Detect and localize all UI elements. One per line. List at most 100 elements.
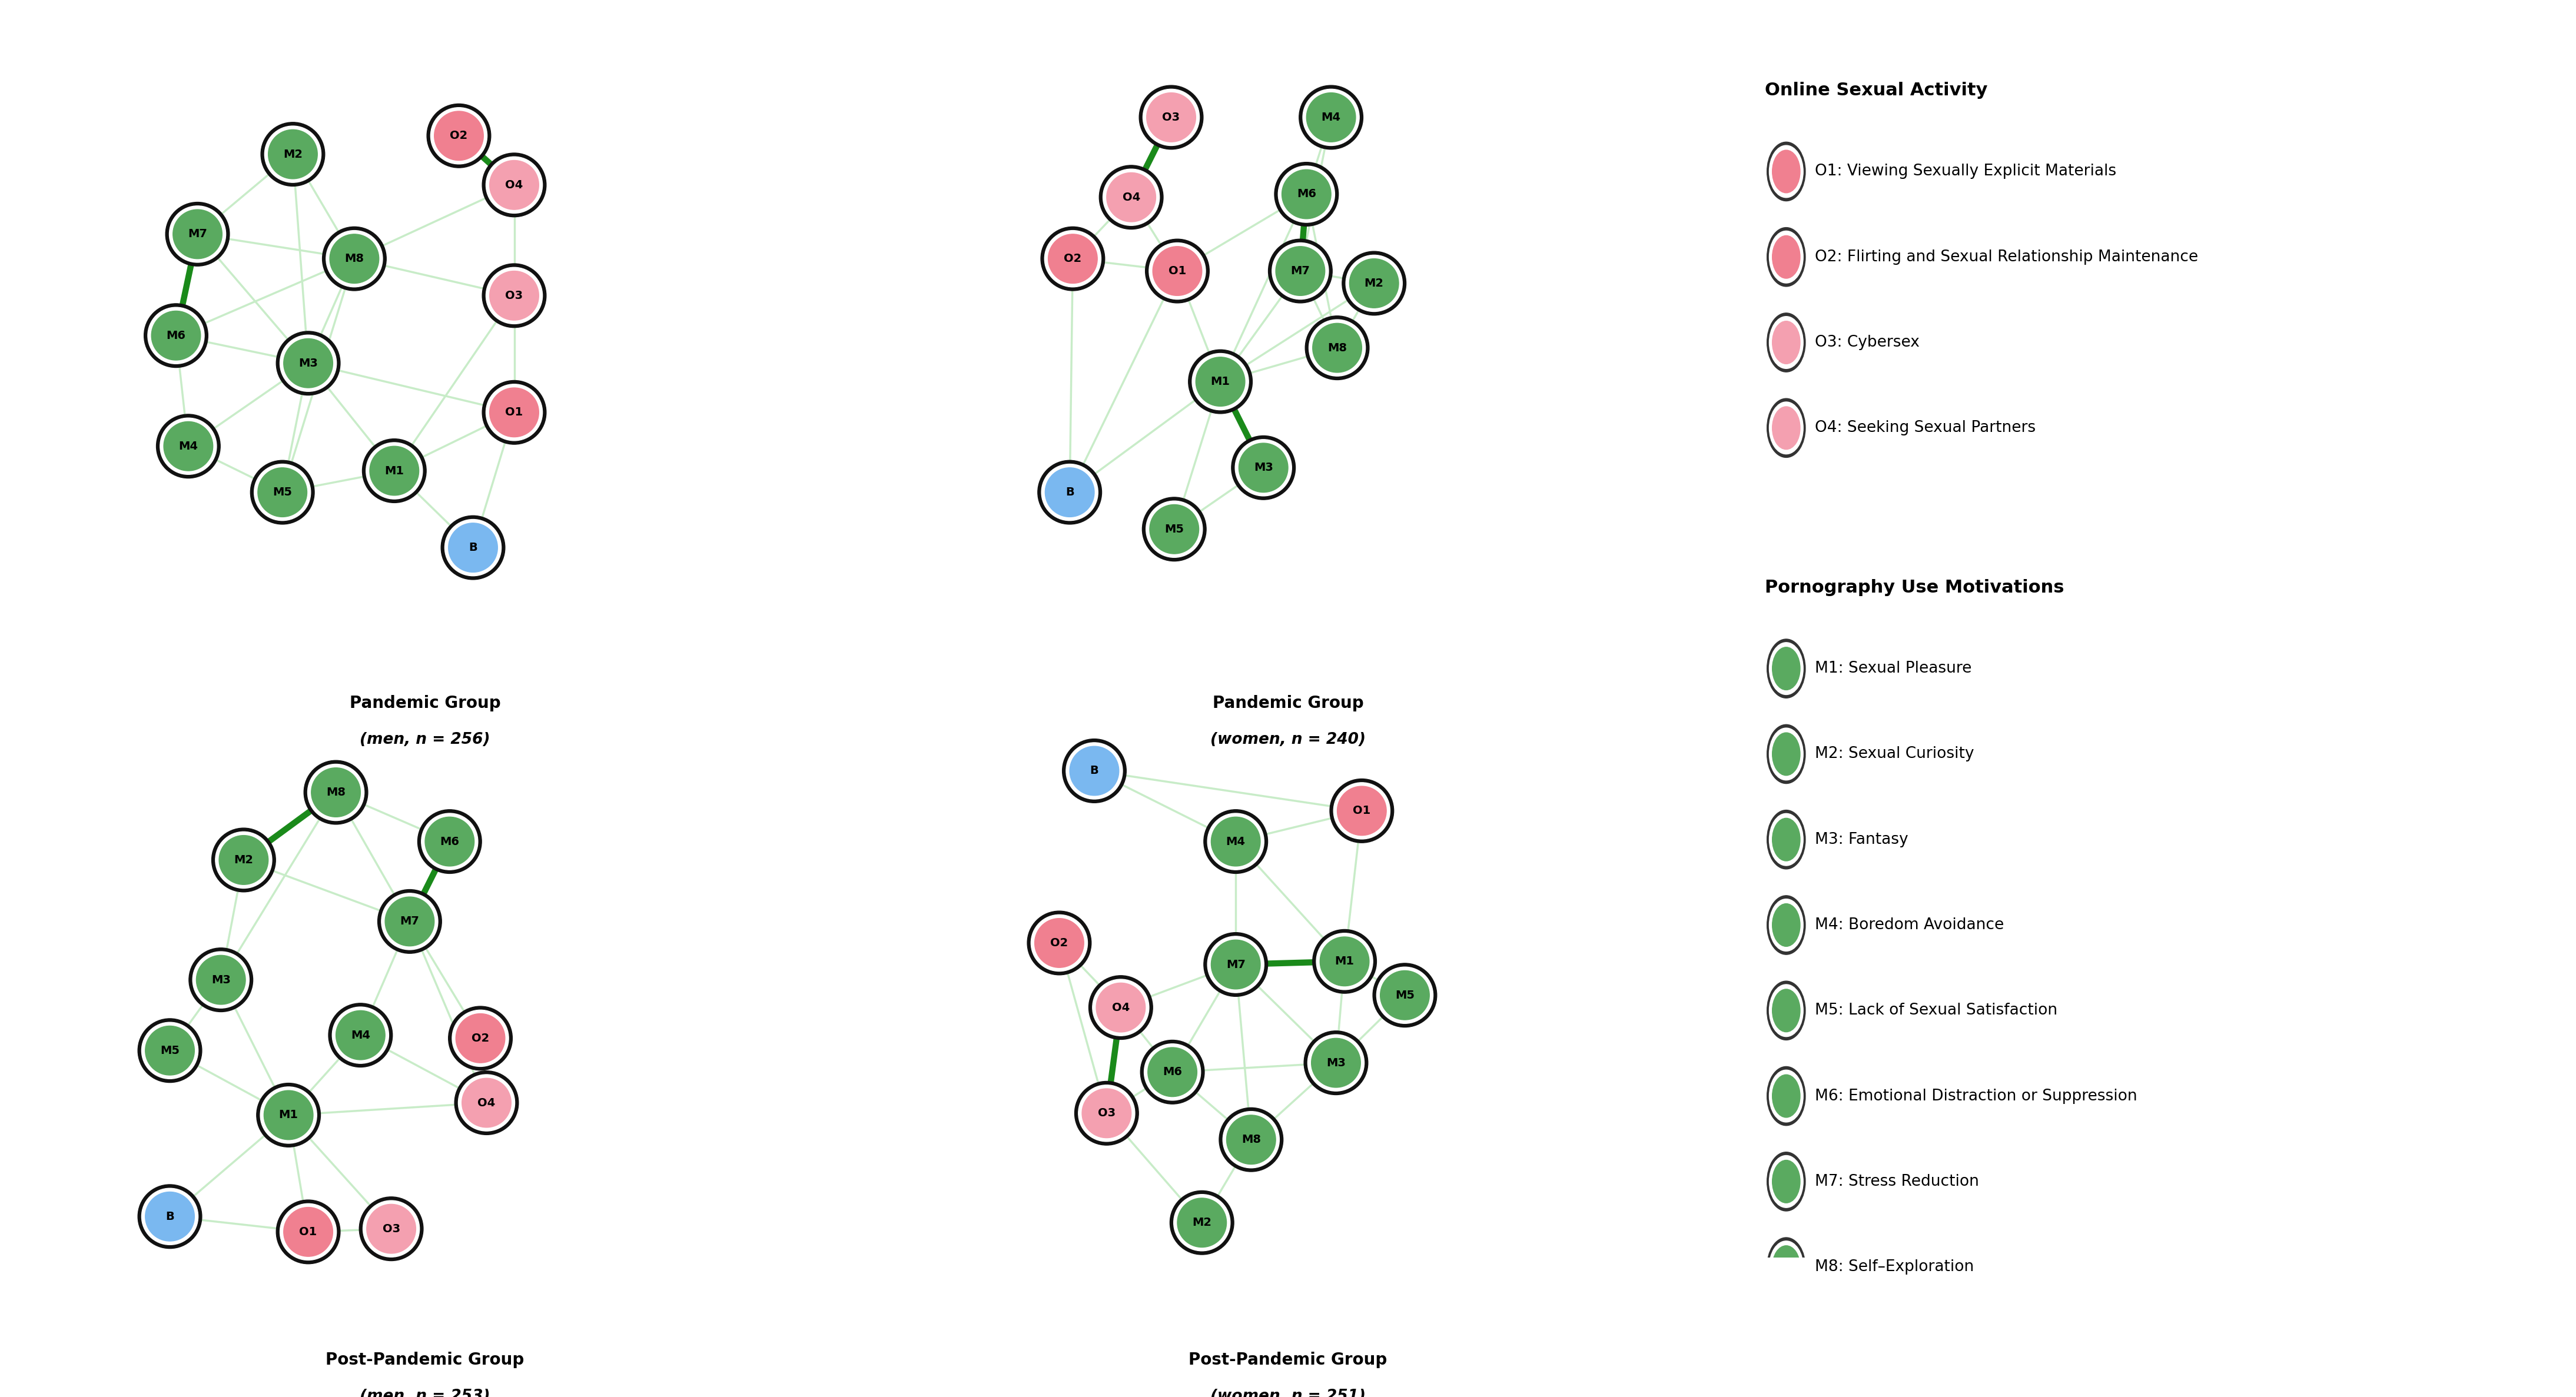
Circle shape <box>1146 92 1195 142</box>
Circle shape <box>281 335 337 391</box>
Circle shape <box>170 205 227 263</box>
Circle shape <box>1092 979 1149 1035</box>
Circle shape <box>1108 173 1157 222</box>
Circle shape <box>165 203 229 265</box>
Text: O3: O3 <box>1097 1108 1115 1119</box>
Circle shape <box>417 810 482 873</box>
Text: O2: O2 <box>471 1032 489 1044</box>
Circle shape <box>1373 964 1437 1027</box>
Circle shape <box>1767 1066 1806 1126</box>
Circle shape <box>1772 819 1801 861</box>
Text: O1: O1 <box>299 1227 317 1238</box>
Circle shape <box>1770 900 1803 951</box>
Text: Pandemic Group: Pandemic Group <box>350 696 500 711</box>
Circle shape <box>219 835 268 884</box>
Circle shape <box>1226 1115 1275 1164</box>
Circle shape <box>1342 251 1406 316</box>
Circle shape <box>1231 436 1296 500</box>
Circle shape <box>1208 936 1265 993</box>
Circle shape <box>1309 1035 1365 1091</box>
Circle shape <box>1306 92 1355 142</box>
Circle shape <box>366 1204 415 1253</box>
Circle shape <box>332 1007 389 1063</box>
Circle shape <box>1203 810 1267 873</box>
Circle shape <box>1028 911 1092 975</box>
Circle shape <box>1267 239 1332 303</box>
Text: (women, n = 240): (women, n = 240) <box>1211 732 1365 747</box>
Circle shape <box>487 156 544 214</box>
Text: M5: M5 <box>1396 989 1414 1000</box>
Circle shape <box>1319 937 1370 986</box>
Circle shape <box>1234 440 1291 496</box>
Circle shape <box>459 1074 515 1132</box>
Circle shape <box>1345 256 1401 312</box>
Circle shape <box>1767 725 1806 784</box>
Circle shape <box>144 1192 193 1241</box>
Circle shape <box>1770 1155 1803 1207</box>
Text: M3: M3 <box>211 974 232 985</box>
Circle shape <box>1772 1160 1801 1203</box>
Circle shape <box>142 1189 198 1245</box>
Text: Post-Pandemic Group: Post-Pandemic Group <box>1188 1352 1388 1368</box>
Text: (men, n = 256): (men, n = 256) <box>361 732 489 747</box>
Circle shape <box>193 951 250 1009</box>
Circle shape <box>1082 1088 1131 1137</box>
Circle shape <box>1066 743 1123 799</box>
Text: M8: M8 <box>345 253 363 264</box>
Circle shape <box>1224 1112 1280 1168</box>
Circle shape <box>453 1010 507 1066</box>
Circle shape <box>157 415 222 478</box>
Text: M4: M4 <box>1226 835 1244 847</box>
Circle shape <box>250 461 314 524</box>
Circle shape <box>268 130 317 179</box>
Circle shape <box>482 380 546 444</box>
Circle shape <box>1275 246 1324 296</box>
Text: M6: M6 <box>440 835 459 847</box>
Text: Pandemic Group: Pandemic Group <box>1213 696 1363 711</box>
Circle shape <box>1146 502 1203 557</box>
Circle shape <box>335 1010 384 1060</box>
Circle shape <box>1767 142 1806 201</box>
Circle shape <box>1767 895 1806 954</box>
Circle shape <box>1767 1238 1806 1296</box>
Text: M6: M6 <box>1162 1066 1182 1077</box>
Circle shape <box>211 828 276 891</box>
Text: O4: O4 <box>505 179 523 190</box>
Circle shape <box>384 897 435 946</box>
Circle shape <box>428 103 492 168</box>
Circle shape <box>1030 915 1087 971</box>
Circle shape <box>422 813 479 870</box>
Circle shape <box>312 768 361 817</box>
Text: M1: M1 <box>278 1109 299 1120</box>
Circle shape <box>144 1025 193 1076</box>
Circle shape <box>1309 320 1365 376</box>
Circle shape <box>1061 739 1126 803</box>
Circle shape <box>363 439 425 503</box>
Circle shape <box>1314 323 1363 373</box>
Circle shape <box>330 1003 392 1067</box>
Circle shape <box>1043 231 1100 286</box>
Text: M3: M3 <box>299 358 317 369</box>
Circle shape <box>1203 933 1267 996</box>
Circle shape <box>1772 989 1801 1032</box>
Circle shape <box>1177 1199 1226 1248</box>
Text: O3: O3 <box>1162 112 1180 123</box>
Circle shape <box>1767 810 1806 869</box>
Circle shape <box>430 108 487 163</box>
Text: M2: M2 <box>1193 1217 1211 1228</box>
Text: M5: M5 <box>160 1045 180 1056</box>
Text: (men, n = 253): (men, n = 253) <box>361 1389 489 1397</box>
Circle shape <box>144 303 209 367</box>
Circle shape <box>1303 1031 1368 1095</box>
Circle shape <box>1195 358 1244 407</box>
Text: M1: M1 <box>1211 376 1231 387</box>
Text: M1: M1 <box>1334 956 1355 967</box>
Text: Post-Pandemic Group: Post-Pandemic Group <box>325 1352 526 1368</box>
Circle shape <box>1041 226 1105 291</box>
Text: M4: Boredom Avoidance: M4: Boredom Avoidance <box>1814 918 2004 933</box>
Text: M2: M2 <box>234 855 252 866</box>
Circle shape <box>255 464 312 521</box>
Circle shape <box>152 312 201 360</box>
Circle shape <box>487 384 544 440</box>
Circle shape <box>1772 407 1801 450</box>
